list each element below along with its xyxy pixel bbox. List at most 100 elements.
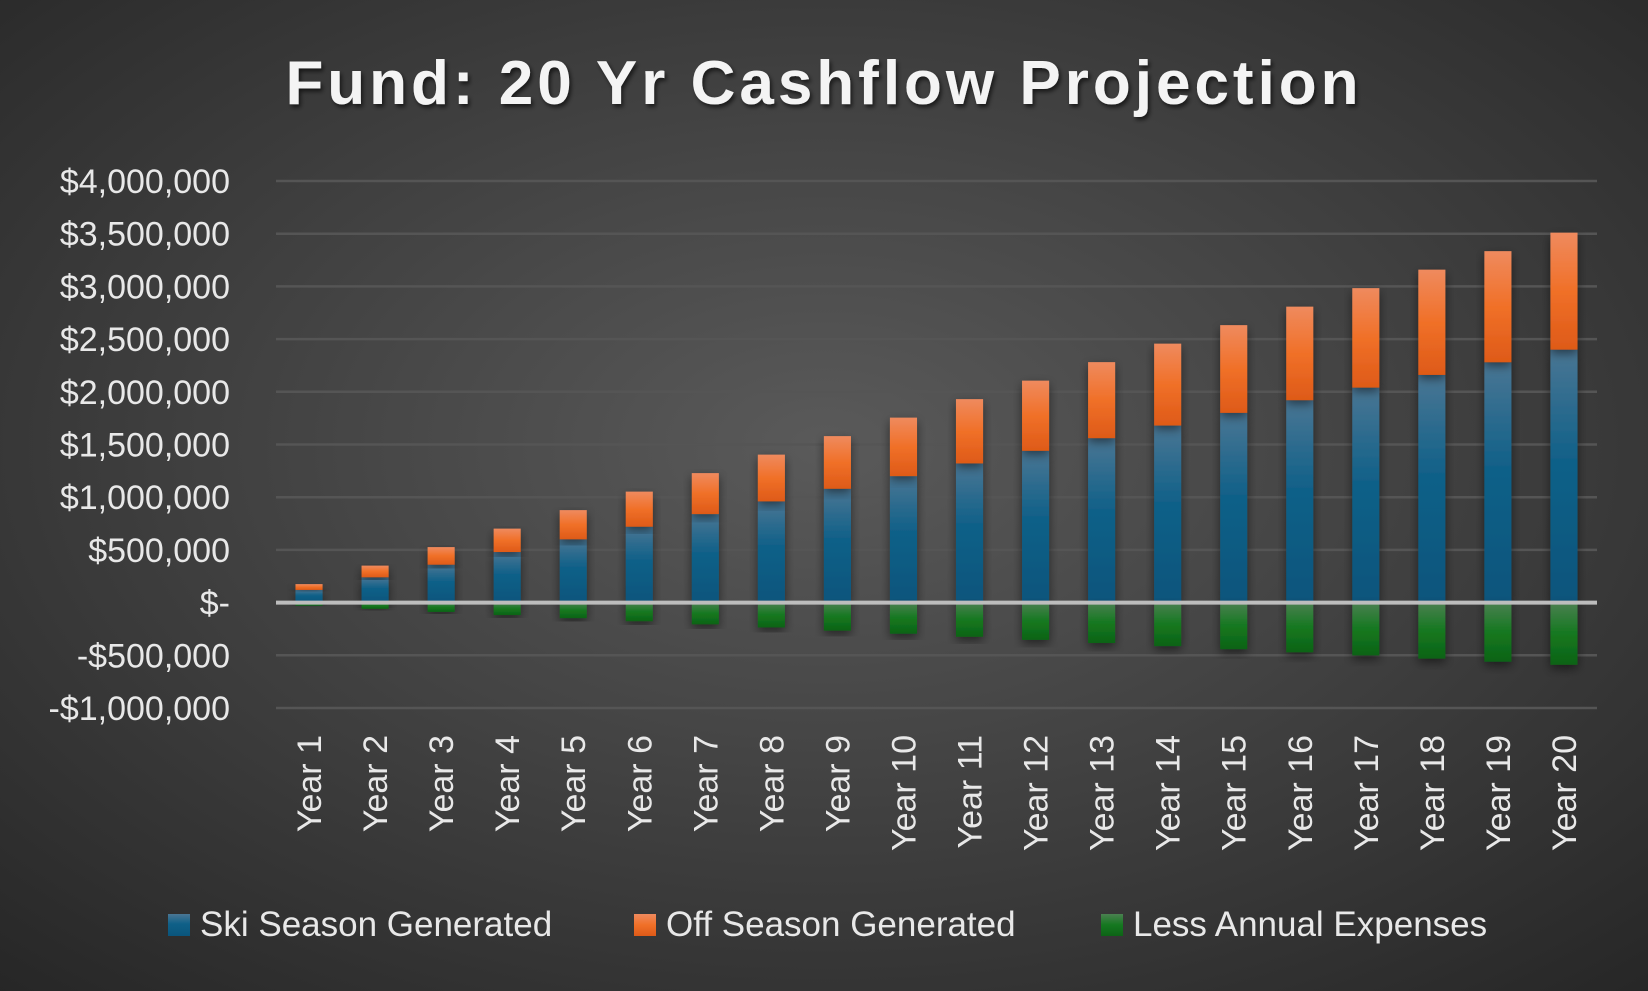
bar-ski-season-generated (1220, 412, 1248, 603)
x-tick-label: Year 10 (885, 735, 923, 851)
legend-label: Less Annual Expenses (1133, 905, 1487, 944)
bar-off-season-generated (955, 399, 984, 464)
bar-less-annual-expenses (1088, 602, 1116, 644)
x-tick-label: Year 15 (1216, 735, 1254, 851)
legend-label: Off Season Generated (666, 905, 1016, 944)
bar-off-season-generated (691, 473, 719, 515)
legend-swatch (1101, 914, 1123, 936)
bar-off-season-generated (361, 565, 389, 578)
bar-ski-season-generated (691, 514, 719, 603)
x-tick-label: Year 7 (687, 735, 725, 832)
bar-ski-season-generated (757, 501, 785, 603)
legend-item: Less Annual Expenses (1101, 905, 1487, 944)
x-tick-label: Year 20 (1546, 735, 1584, 851)
bar-off-season-generated (1286, 306, 1314, 401)
y-tick-label: $2,000,000 (60, 374, 230, 412)
y-tick-label: $1,500,000 (60, 427, 230, 465)
bar-less-annual-expenses (1154, 602, 1182, 647)
bar-off-season-generated (1418, 269, 1446, 375)
bar-ski-season-generated (823, 488, 851, 603)
x-tick-label: Year 2 (357, 735, 395, 832)
bar-off-season-generated (1154, 343, 1182, 426)
y-tick-label: $1,000,000 (60, 479, 230, 517)
bar-less-annual-expenses (427, 602, 455, 612)
x-tick-label: Year 19 (1480, 735, 1518, 851)
bar-off-season-generated (823, 436, 851, 489)
bar-less-annual-expenses (1022, 602, 1050, 640)
legend-item: Off Season Generated (634, 905, 1016, 944)
bar-off-season-generated (1484, 251, 1512, 363)
y-tick-label: -$1,000,000 (49, 690, 231, 728)
x-tick-label: Year 9 (819, 735, 857, 832)
chart-title: Fund: 20 Yr Cashflow Projection (285, 49, 1362, 118)
x-tick-label: Year 1 (291, 735, 329, 832)
bar-ski-season-generated (559, 539, 587, 603)
bar-less-annual-expenses (691, 602, 719, 625)
x-tick-label: Year 6 (621, 735, 659, 832)
bar-ski-season-generated (1550, 349, 1578, 603)
bar-off-season-generated (427, 547, 455, 565)
bar-less-annual-expenses (361, 602, 389, 609)
y-tick-label: $4,000,000 (60, 163, 230, 201)
x-tick-label: Year 5 (555, 735, 593, 832)
bar-ski-season-generated (1352, 387, 1380, 603)
bar-off-season-generated (757, 454, 785, 502)
bar-ski-season-generated (427, 564, 455, 603)
bar-ski-season-generated (1022, 450, 1050, 603)
bar-ski-season-generated (889, 476, 918, 603)
bar-less-annual-expenses (757, 602, 785, 628)
bar-off-season-generated (1220, 325, 1248, 413)
x-tick-label: Year 16 (1282, 735, 1320, 851)
bar-less-annual-expenses (1418, 602, 1446, 659)
bar-off-season-generated (1088, 362, 1116, 439)
bar-less-annual-expenses (1220, 602, 1248, 650)
y-tick-label: $3,500,000 (60, 216, 230, 254)
bar-off-season-generated (625, 491, 653, 527)
y-tick-label: -$500,000 (77, 637, 230, 675)
bar-ski-season-generated (1154, 425, 1182, 603)
legend-swatch (634, 914, 656, 936)
legend-item: Ski Season Generated (168, 905, 552, 944)
bar-off-season-generated (1022, 380, 1050, 451)
y-tick-label: $- (200, 585, 230, 623)
x-tick-label: Year 17 (1348, 735, 1386, 851)
y-tick-label: $3,000,000 (60, 268, 230, 306)
bar-off-season-generated (1550, 232, 1578, 350)
bar-off-season-generated (559, 510, 587, 540)
bar-less-annual-expenses (625, 602, 653, 622)
x-tick-label: Year 11 (952, 735, 990, 848)
bar-less-annual-expenses (823, 602, 851, 631)
bar-ski-season-generated (1418, 374, 1446, 603)
bar-ski-season-generated (1286, 400, 1314, 603)
x-tick-label: Year 8 (753, 735, 791, 832)
bar-less-annual-expenses (1550, 602, 1578, 665)
bar-less-annual-expenses (559, 602, 587, 619)
bar-less-annual-expenses (493, 602, 521, 616)
x-tick-label: Year 12 (1018, 735, 1056, 851)
bar-ski-season-generated (1088, 438, 1116, 603)
y-tick-label: $2,500,000 (60, 321, 230, 359)
x-tick-label: Year 14 (1150, 735, 1188, 851)
bar-ski-season-generated (493, 552, 521, 603)
bar-off-season-generated (889, 417, 918, 477)
bar-less-annual-expenses (955, 602, 984, 637)
bar-ski-season-generated (1484, 362, 1512, 603)
bar-ski-season-generated (625, 526, 653, 603)
y-tick-label: $500,000 (88, 532, 230, 570)
legend-swatch (168, 914, 190, 936)
bar-off-season-generated (295, 584, 323, 590)
bar-off-season-generated (493, 528, 521, 553)
bar-less-annual-expenses (1352, 602, 1380, 656)
bar-less-annual-expenses (1286, 602, 1314, 653)
x-tick-label: Year 18 (1414, 735, 1452, 851)
bar-less-annual-expenses (889, 602, 918, 634)
legend-label: Ski Season Generated (200, 905, 552, 944)
x-tick-label: Year 4 (489, 735, 527, 832)
bar-ski-season-generated (361, 577, 389, 603)
bar-off-season-generated (1352, 288, 1380, 388)
bar-ski-season-generated (955, 463, 984, 603)
bar-ski-season-generated (295, 589, 323, 603)
x-tick-label: Year 3 (423, 735, 461, 832)
bar-less-annual-expenses (1484, 602, 1512, 662)
